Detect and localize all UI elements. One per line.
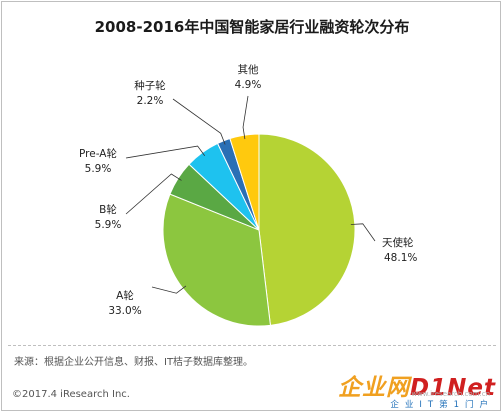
leader-line-1 xyxy=(151,285,187,294)
slice-value-label-3: 5.9% xyxy=(85,163,112,175)
leader-line-4 xyxy=(172,98,226,145)
copyright-text: ©2017.4 iResearch Inc. xyxy=(12,389,130,400)
watermark-url: www.iresearch.com.cn xyxy=(411,390,490,398)
slice-value-label-5: 4.9% xyxy=(235,79,262,91)
watermark-brand: 企业网D1Net xyxy=(338,368,496,402)
chart-title: 2008-2016年中国智能家居行业融资轮次分布 xyxy=(94,18,410,36)
leader-line-3 xyxy=(125,145,206,159)
pie-slice-0 xyxy=(258,133,356,326)
slice-name-label-3: Pre-A轮 xyxy=(79,147,117,160)
slice-name-label-2: B轮 xyxy=(99,203,117,216)
slice-value-label-2: 5.9% xyxy=(95,219,122,231)
divider xyxy=(8,345,496,346)
slice-value-label-0: 48.1% xyxy=(384,252,417,264)
slice-name-label-5: 其他 xyxy=(238,63,259,76)
watermark-brand-b: D1Net xyxy=(410,375,496,401)
slice-value-label-1: 33.0% xyxy=(108,305,141,317)
watermark-subtitle: 企业IT第1门户 xyxy=(390,400,494,410)
slice-value-label-4: 2.2% xyxy=(137,95,164,107)
watermark-brand-a: 企业网 xyxy=(338,375,411,401)
leader-line-0 xyxy=(350,223,376,242)
slice-name-label-4: 种子轮 xyxy=(134,79,166,92)
slice-name-label-0: 天使轮 xyxy=(382,236,414,249)
source-note: 来源：根据企业公开信息、财报、IT桔子数据库整理。 xyxy=(14,357,254,368)
leader-line-5 xyxy=(242,95,249,140)
leader-line-2 xyxy=(125,173,182,215)
slice-name-label-1: A轮 xyxy=(116,289,134,302)
watermark-logo: 企业网D1Net www.iresearch.com.cn 企业IT第1门户 xyxy=(334,368,496,412)
